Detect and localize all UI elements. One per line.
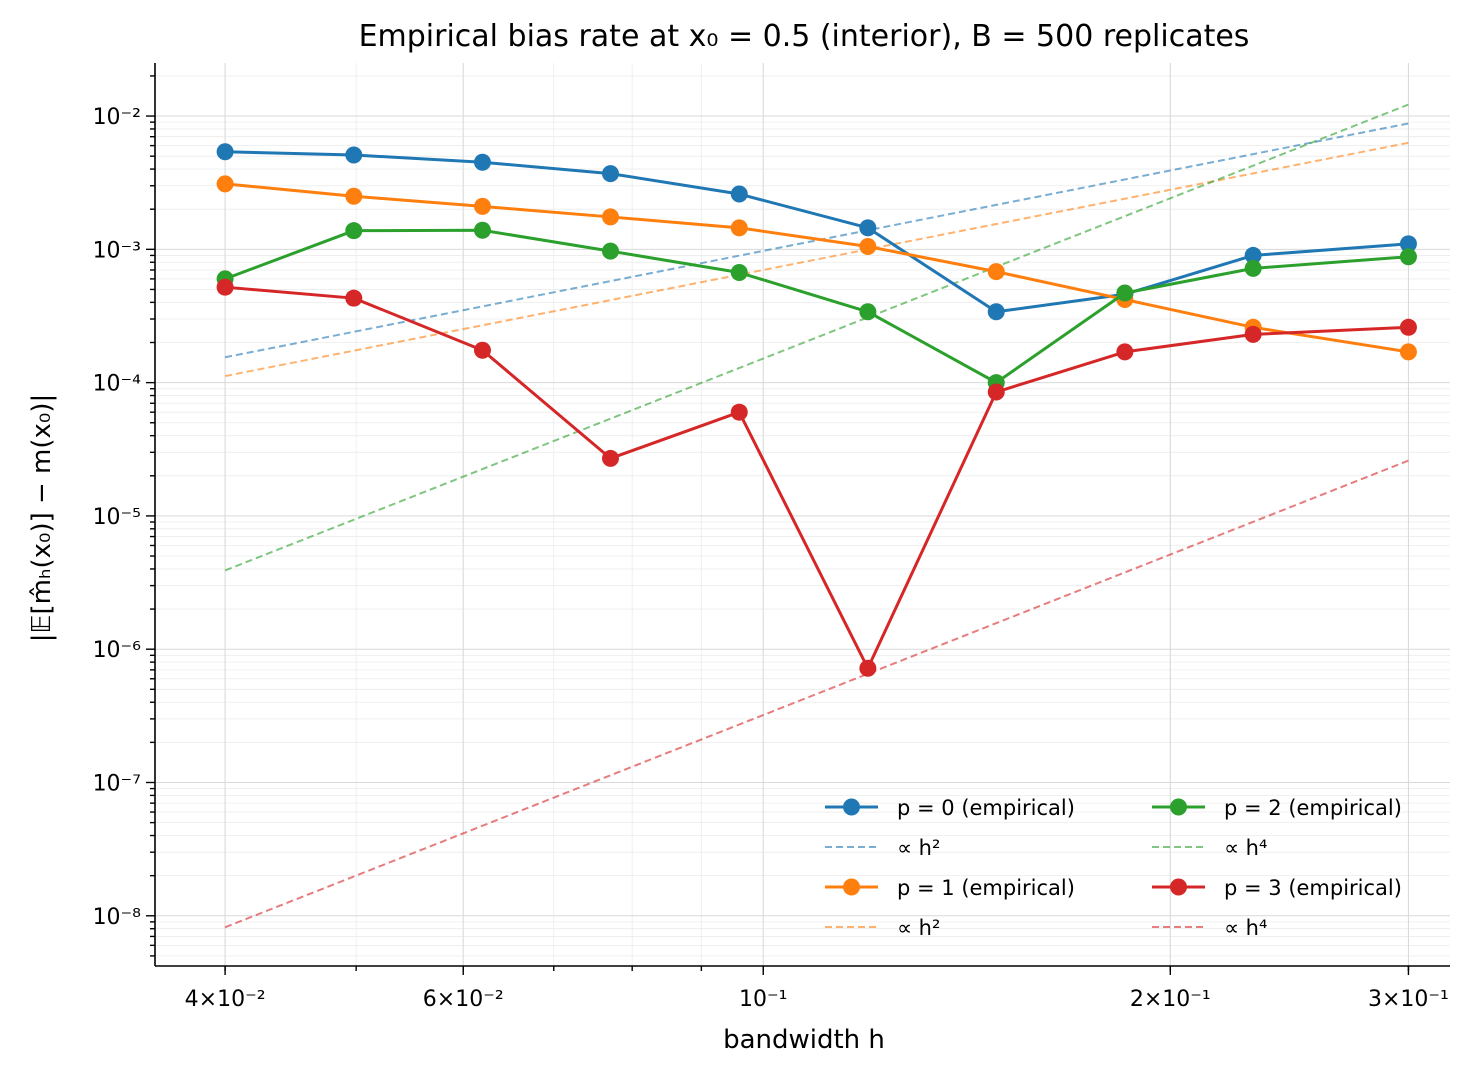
- data-point-p1: [987, 263, 1005, 281]
- chart-title: Empirical bias rate at x₀ = 0.5 (interio…: [359, 19, 1250, 54]
- data-point-p3: [1244, 325, 1262, 343]
- y-tick-label: 10⁻⁷: [93, 771, 141, 796]
- y-tick-label: 10⁻⁸: [93, 905, 142, 930]
- legend-label: ∝ h²: [897, 916, 940, 940]
- x-tick-label: 3×10⁻¹: [1368, 987, 1449, 1012]
- data-point-p0: [601, 165, 619, 183]
- legend-label: ∝ h²: [897, 836, 940, 860]
- data-point-p0: [730, 185, 748, 203]
- x-axis-label: bandwidth h: [723, 1025, 885, 1055]
- grid: [155, 63, 1450, 966]
- data-point-p0: [345, 146, 363, 164]
- data-point-p3: [345, 289, 363, 307]
- data-point-p1: [601, 208, 619, 226]
- data-point-p2: [345, 222, 363, 240]
- legend-swatch-marker: [1170, 878, 1187, 896]
- legend-label: ∝ h⁴: [1224, 836, 1267, 860]
- y-tick-label: 10⁻³: [93, 238, 141, 263]
- data-point-p0: [216, 143, 234, 161]
- data-point-p0: [473, 153, 491, 171]
- data-point-p2: [859, 303, 877, 321]
- series-line-p2: [224, 228, 1409, 385]
- x-tick-label: 10⁻¹: [739, 987, 787, 1012]
- data-point-p0: [1399, 235, 1417, 253]
- data-point-p2: [1399, 248, 1417, 266]
- data-point-p1: [216, 175, 234, 193]
- data-point-p3: [473, 341, 491, 359]
- legend-label: p = 3 (empirical): [1224, 876, 1402, 900]
- legend-swatch-marker: [843, 798, 860, 816]
- series-line-p3: [224, 285, 1409, 670]
- reference-lines: [224, 103, 1409, 929]
- data-point-p1: [730, 219, 748, 237]
- data-point-p1: [345, 187, 363, 205]
- data-point-p2: [1116, 284, 1134, 302]
- x-tick-label: 6×10⁻²: [423, 987, 504, 1012]
- legend-label: p = 1 (empirical): [897, 876, 1075, 900]
- data-point-p2: [601, 242, 619, 260]
- data-point-p3: [216, 278, 234, 296]
- data-point-p3: [987, 383, 1005, 401]
- legend-label: p = 0 (empirical): [897, 796, 1075, 820]
- data-point-p2: [1244, 259, 1262, 277]
- x-tick-label: 4×10⁻²: [185, 987, 266, 1012]
- legend-swatch-marker: [843, 878, 860, 896]
- legend: p = 0 (empirical) ∝ h² p = 1 (empirical) ∝ …: [825, 796, 1402, 940]
- data-series: [216, 143, 1417, 677]
- data-point-p0: [1244, 246, 1262, 264]
- y-tick-label: 10⁻⁵: [93, 505, 141, 530]
- series-line-p0: [225, 150, 1409, 314]
- data-point-p3: [601, 449, 619, 467]
- legend-swatch-marker: [1170, 798, 1187, 816]
- y-tick-label: 10⁻⁴: [93, 372, 142, 397]
- reference-line-2: [224, 103, 1409, 572]
- data-point-p2: [473, 221, 491, 239]
- reference-line-3: [224, 459, 1409, 929]
- y-tick-label: 10⁻²: [93, 105, 141, 130]
- data-point-p3: [1116, 343, 1134, 361]
- reference-line-0: [224, 122, 1409, 359]
- axes: 4×10⁻² 6×10⁻² 10⁻¹ 2×10⁻¹ 3×10⁻¹ 10⁻⁸ 10⁻⁷ 10⁻⁶…: [93, 63, 1450, 1012]
- data-point-p3: [1399, 318, 1417, 336]
- y-axis-label: |𝔼[m̂ₕ(x₀)] − m(x₀)|: [27, 394, 57, 642]
- data-point-p1: [473, 197, 491, 215]
- data-point-p0: [987, 303, 1005, 321]
- data-point-p3: [859, 659, 877, 677]
- data-point-p2: [730, 264, 748, 282]
- data-point-p1: [1399, 343, 1417, 361]
- x-tick-label: 2×10⁻¹: [1130, 987, 1211, 1012]
- legend-label: p = 2 (empirical): [1224, 796, 1402, 820]
- data-point-p3: [730, 403, 748, 421]
- data-point-p0: [859, 219, 877, 237]
- series-line-p1: [224, 182, 1409, 354]
- legend-label: ∝ h⁴: [1224, 916, 1267, 940]
- reference-line-1: [224, 141, 1409, 378]
- y-tick-label: 10⁻⁶: [93, 638, 142, 663]
- data-point-p1: [859, 238, 877, 256]
